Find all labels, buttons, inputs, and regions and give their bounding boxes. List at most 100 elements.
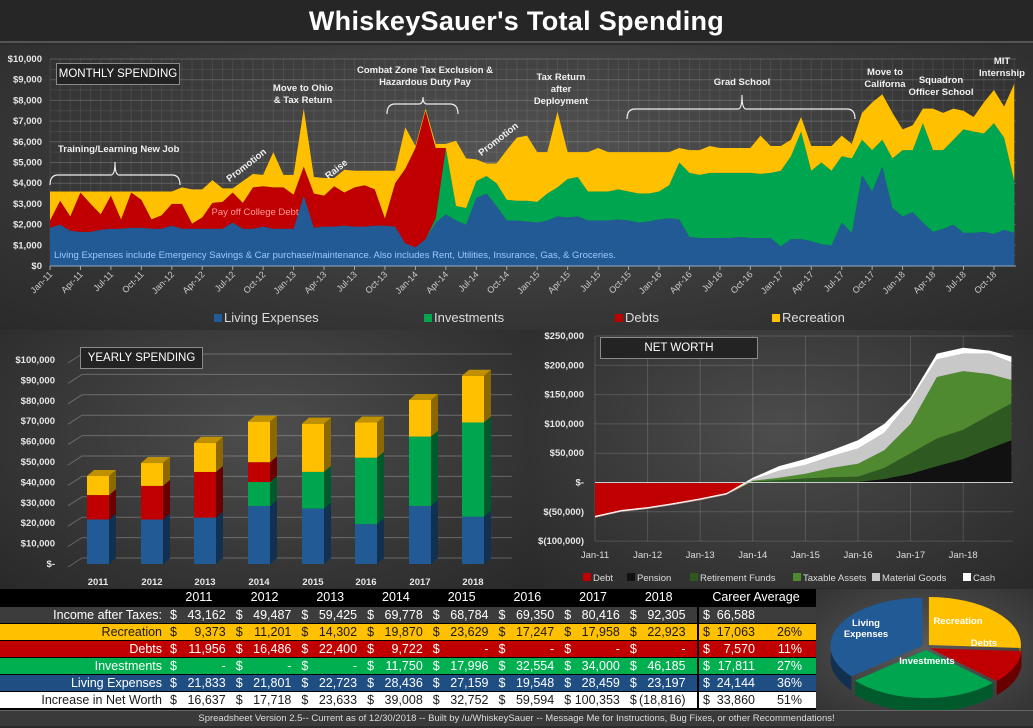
table-cell: $ - [232, 658, 298, 675]
x-tick-label: Apr-12 [180, 269, 206, 295]
row-label: Recreation [101, 625, 162, 639]
currency-sign: $ [498, 608, 506, 622]
legend-cash[interactable]: Cash [963, 573, 995, 584]
x-tick-label: Oct-14 [485, 269, 511, 295]
cell-value: 23,633 [318, 693, 358, 707]
table-cell: $11,956 [166, 641, 232, 658]
y-tick-label: $20,000 [21, 518, 55, 529]
cell-value: 23,197 [647, 676, 686, 690]
bar-top [87, 469, 116, 476]
table-cell: $ - [495, 641, 561, 658]
legend-retirement-funds[interactable]: Retirement Funds [690, 573, 776, 584]
cell-value: 92,305 [647, 608, 686, 622]
annotation-training: Training/Learning New Job [58, 144, 180, 155]
x-tick-label: Apr-15 [546, 269, 572, 295]
table-cell: $ - [429, 641, 495, 658]
legend-recreation[interactable]: Recreation [772, 310, 845, 325]
table-cell: $14,302 [297, 624, 363, 641]
table-row: Increase in Net Worth $16,637 $17,718 $23,6… [0, 691, 816, 709]
y-tick-label: $80,000 [21, 396, 55, 407]
column-header: 2014 [382, 590, 410, 604]
legend-label: Cash [973, 573, 996, 584]
x-tick-label: Oct-16 [729, 269, 755, 295]
x-tick-label: Jan-13 [271, 269, 298, 296]
currency-sign: $ [629, 676, 637, 690]
x-tick-label: Jul-18 [944, 269, 968, 293]
x-tick-label: Jan-16 [637, 269, 664, 296]
y-tick-label: $70,000 [21, 416, 55, 427]
x-tick-label: Jan-15 [791, 550, 820, 561]
bar-side [431, 393, 438, 437]
cell-value: 69,350 [515, 608, 555, 622]
currency-sign: $ [235, 659, 243, 673]
x-tick-label: Jan-12 [633, 550, 662, 561]
currency-sign: $ [432, 659, 440, 673]
x-tick-label: Jul-12 [213, 269, 237, 293]
table-cell: $9,373 [166, 624, 232, 641]
currency-sign: $ [367, 642, 375, 656]
currency-sign: $ [367, 625, 375, 639]
y-tick-label: $100,000 [544, 419, 584, 430]
annotation-ohio-line1: Move to Ohio [272, 83, 334, 94]
bar-side [109, 513, 116, 564]
career-average-value: 17,063 [716, 625, 755, 639]
legend-living[interactable]: Living Expenses [214, 310, 319, 325]
currency-sign: $ [498, 625, 506, 639]
table-cell: $ - [560, 641, 626, 658]
row-label: Investments [94, 659, 162, 673]
column-header: 2016 [513, 590, 542, 604]
y-tick-label: $5,000 [13, 158, 42, 169]
currency-sign: $ [301, 642, 309, 656]
currency-sign: $ [498, 642, 506, 656]
bar-top [141, 457, 170, 464]
cell-value: 22,923 [647, 625, 686, 639]
legend-pension[interactable]: Pension [627, 573, 671, 584]
currency-sign: $ [703, 642, 710, 656]
bar-investments [462, 422, 484, 517]
cell-value: 22,400 [318, 642, 358, 656]
cell-value: 34,000 [581, 659, 620, 673]
x-tick-label: 2012 [141, 577, 162, 588]
y-tick-label: $(100,000) [538, 536, 584, 547]
legend-debt[interactable]: Debt [583, 573, 613, 584]
legend-taxable-assets[interactable]: Taxable Assets [793, 573, 866, 584]
legend-swatch [793, 573, 801, 581]
bar-top [409, 393, 438, 400]
table-cell: $ - [166, 658, 232, 675]
table-cell: $ (18,816) [626, 692, 692, 709]
y-tick-label: $150,000 [544, 390, 584, 401]
cell-value: 32,554 [515, 659, 555, 673]
bar-recreation [87, 475, 109, 496]
column-header: 2013 [316, 590, 345, 604]
x-tick-label: Jul-11 [91, 269, 115, 293]
currency-sign: $ [498, 659, 506, 673]
legend-material-goods[interactable]: Material Goods [872, 573, 946, 584]
annotation-squadron: Squadron Officer School [905, 75, 977, 99]
table-cell: $16,486 [232, 641, 298, 658]
annotation-mit-line1: MIT [993, 56, 1011, 67]
cell-value: - [221, 659, 226, 673]
column-header: 2012 [250, 590, 279, 604]
y-tick-label: $2,000 [13, 220, 42, 231]
bar-top [302, 417, 331, 424]
bar-side [484, 510, 491, 564]
x-tick-label: Jan-14 [393, 269, 420, 296]
currency-sign: $ [564, 659, 572, 673]
career-average-cell: $17,063 [697, 624, 757, 641]
bar-side [109, 489, 116, 520]
pie-slice-debts [929, 648, 1022, 682]
y-tick-label: $50,000 [550, 448, 584, 459]
legend-investments[interactable]: Investments [424, 310, 504, 325]
table-cell: $68,784 [429, 607, 495, 624]
bar-side [109, 469, 116, 496]
annotation-calif-line1: Move to [867, 67, 903, 78]
x-tick-label: Oct-18 [972, 269, 998, 295]
x-tick-label: 2018 [462, 577, 483, 588]
legend-debts[interactable]: Debts [615, 310, 659, 325]
cell-value: - [484, 642, 489, 656]
legend-swatch [627, 573, 635, 581]
grid-line [67, 496, 512, 507]
career-average-percent: 36% [776, 676, 802, 690]
footer-credits: Spreadsheet Version 2.5-- Current as of … [0, 710, 1033, 726]
